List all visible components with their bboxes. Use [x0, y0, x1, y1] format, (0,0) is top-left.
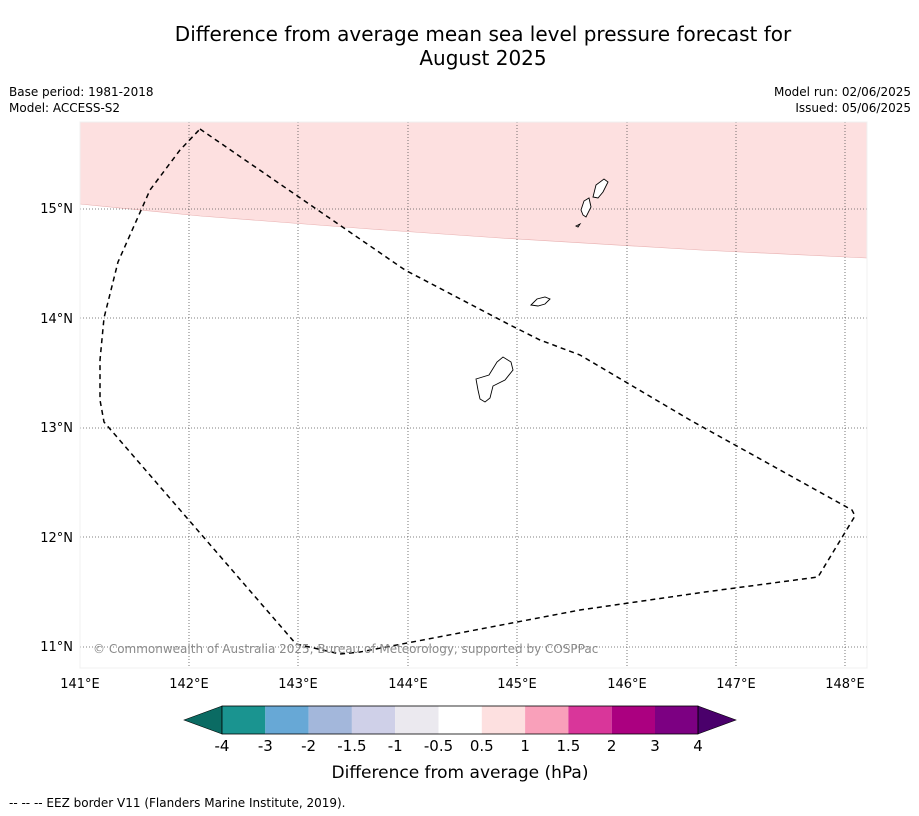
- colorbar-over-arrow: [697, 705, 737, 735]
- lat-label: 12°N: [40, 531, 73, 546]
- copyright-text: © Commonwealth of Australia 2025, Bureau…: [93, 642, 598, 656]
- colorbar-segment: [611, 706, 655, 734]
- colorbar-tick: 1: [520, 737, 530, 755]
- longitude-labels: 141°E 142°E 143°E 144°E 145°E 146°E 147°…: [60, 677, 865, 692]
- lat-label: 11°N: [40, 640, 73, 655]
- colorbar-segment: [655, 706, 698, 734]
- lon-label: 147°E: [716, 677, 756, 692]
- map-title: Difference from average mean sea level p…: [80, 22, 886, 70]
- model-info: Base period: 1981-2018 Model: ACCESS-S2: [9, 84, 154, 116]
- colorbar-segment: [308, 706, 352, 734]
- colorbar-tick: 3: [650, 737, 660, 755]
- shaded-anomaly-region: [80, 122, 867, 258]
- colorbar-tick: -1.5: [337, 737, 366, 755]
- colorbar-segment: [438, 706, 482, 734]
- lon-label: 148°E: [825, 677, 865, 692]
- island-saipan: [592, 178, 609, 199]
- lon-label: 142°E: [169, 677, 209, 692]
- colorbar-segment: [351, 706, 396, 734]
- eez-border: [99, 128, 856, 655]
- colorbar-tick-labels: -4 -3 -2 -1.5 -1 -0.5 0.5 1 1.5 2 3 4: [215, 737, 703, 755]
- gridlines: [80, 122, 867, 668]
- colorbar-segment: [222, 706, 266, 734]
- lon-label: 146°E: [607, 677, 647, 692]
- colorbar-tick: -0.5: [424, 737, 453, 755]
- run-info: Model run: 02/06/2025 Issued: 05/06/2025: [774, 84, 911, 116]
- lon-label: 145°E: [497, 677, 537, 692]
- lat-label: 15°N: [40, 202, 73, 217]
- colorbar-label: Difference from average (hPa): [332, 763, 589, 783]
- island-aguijan: [574, 222, 582, 228]
- island-guam: [475, 356, 514, 403]
- colorbar-tick: 1.5: [556, 737, 580, 755]
- lon-label: 144°E: [388, 677, 428, 692]
- colorbar-segment: [265, 706, 309, 734]
- title-line-1: Difference from average mean sea level p…: [174, 22, 792, 46]
- base-period: Base period: 1981-2018: [9, 85, 154, 99]
- map-frame: [79, 121, 868, 669]
- colorbar-tick: -1: [388, 737, 403, 755]
- islands: [475, 178, 609, 403]
- lat-label: 13°N: [40, 421, 73, 436]
- eez-legend-footer: -- -- -- EEZ border V11 (Flanders Marine…: [9, 796, 346, 810]
- island-tinian: [580, 197, 592, 218]
- colorbar-tick: -2: [301, 737, 316, 755]
- island-rota: [530, 296, 551, 307]
- colorbar-under-arrow: [183, 705, 223, 735]
- latitude-labels: 15°N 14°N 13°N 12°N 11°N: [40, 202, 73, 655]
- colorbar-tick: -4: [215, 737, 230, 755]
- model-run: Model run: 02/06/2025: [773, 85, 911, 99]
- colorbar: [183, 705, 737, 735]
- issued-date: Issued: 05/06/2025: [795, 101, 911, 115]
- colorbar-tick: 4: [693, 737, 703, 755]
- lon-label: 141°E: [60, 677, 100, 692]
- lon-label: 143°E: [278, 677, 318, 692]
- colorbar-segment: [525, 706, 569, 734]
- colorbar-segment: [481, 706, 526, 734]
- colorbar-tick: 0.5: [470, 737, 494, 755]
- colorbar-tick: 2: [607, 737, 617, 755]
- colorbar-tick: -3: [258, 737, 273, 755]
- lat-label: 14°N: [40, 312, 73, 327]
- colorbar-segment: [395, 706, 439, 734]
- model-name: Model: ACCESS-S2: [9, 101, 121, 115]
- title-line-2: August 2025: [419, 46, 547, 70]
- colorbar-segment: [568, 706, 612, 734]
